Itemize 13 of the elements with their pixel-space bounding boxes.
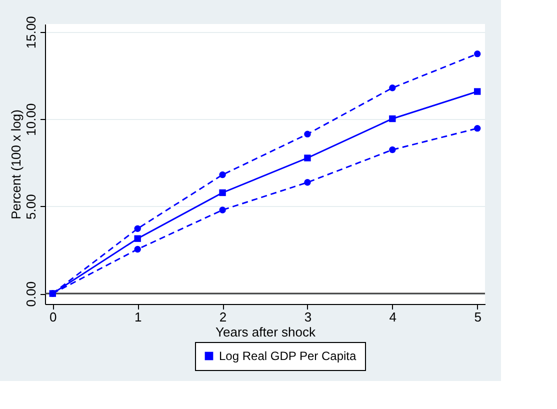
x-tick-label: 2 bbox=[219, 310, 227, 324]
x-axis-title: Years after shock bbox=[216, 324, 316, 340]
x-tick-label: 4 bbox=[389, 310, 397, 324]
x-tick-label: 5 bbox=[474, 310, 482, 324]
x-tick-label: 0 bbox=[50, 310, 57, 324]
y-tick-label: 10.00 bbox=[24, 103, 38, 136]
y-axis-title: Percent (100 x log) bbox=[8, 110, 24, 220]
y-tick-label: 5.00 bbox=[24, 194, 38, 220]
x-tick-label: 1 bbox=[134, 310, 142, 324]
legend-label: Log Real GDP Per Capita bbox=[219, 349, 357, 363]
y-tick-label: 15.00 bbox=[24, 16, 38, 49]
x-tick-label: 3 bbox=[304, 310, 312, 324]
y-tick-label: 0.00 bbox=[24, 281, 38, 307]
